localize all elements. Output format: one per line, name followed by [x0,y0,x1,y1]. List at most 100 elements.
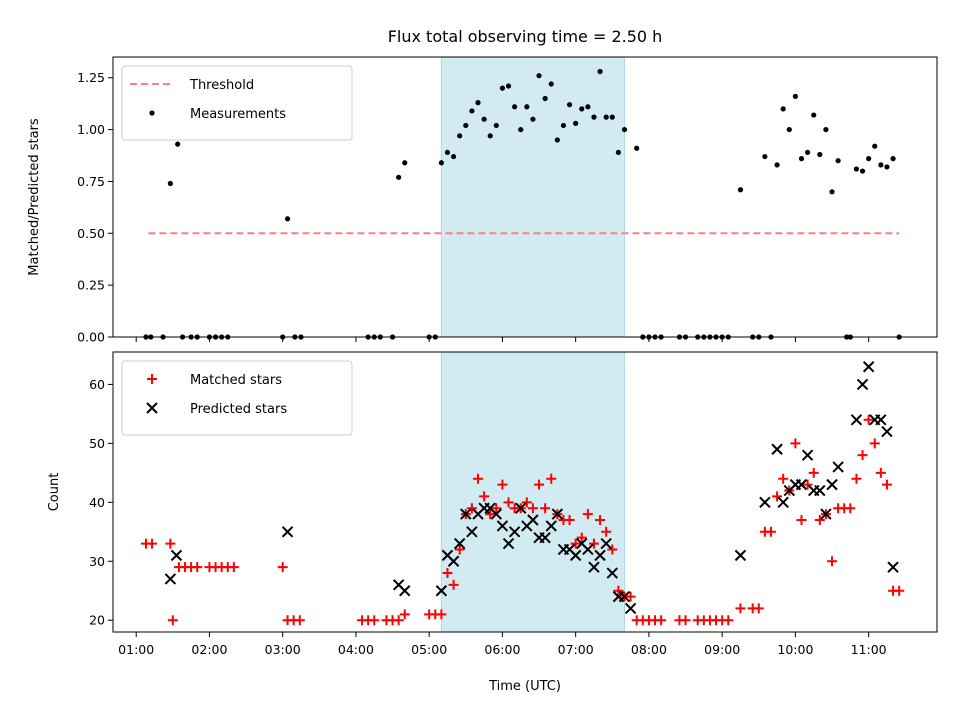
measurement-point [579,106,585,112]
measurement-point [554,137,560,143]
measurement-point [817,151,823,158]
measurement-point [884,164,890,170]
matched-stars-point [765,526,776,537]
measurement-point [866,156,872,162]
predicted-stars-point [588,561,600,573]
predicted-stars-point [435,585,448,597]
measurement-point [542,95,548,102]
predicted-stars-point [569,549,582,562]
matched-stars-point [857,450,868,461]
measurement-point [444,149,451,156]
measurement-point [536,73,542,79]
matched-stars-point [680,615,691,626]
legend-1: Matched stars Predicted stars [121,360,353,436]
predicted-stars-point [881,425,893,438]
measurement-point [634,145,640,151]
xtick-label: 09:00 [704,642,740,657]
matched-stars-point [802,479,813,490]
xtick-label: 02:00 [191,642,227,657]
measurement-point [603,114,609,120]
measurement-point [585,104,591,110]
matched-stars-point [881,479,892,490]
matched-stars-point [167,615,178,626]
measurement-point [811,112,817,118]
measurement-point [518,126,524,133]
measurement-point [524,104,530,110]
measurement-point [469,108,475,114]
matched-stars-point [503,497,514,508]
matched-stars-point [294,615,305,626]
predicted-stars-point [624,602,637,615]
measurement-point [548,81,554,87]
matched-stars-point [613,585,624,596]
measurement-point [530,116,536,122]
matched-stars-point [491,503,502,514]
top-ylabel: Matched/Predicted stars [27,118,42,276]
bottom-ylabel: Count [47,473,62,512]
xtick-label: 06:00 [484,642,520,657]
observing-span-0 [440,56,625,338]
legend-label: Measurements [190,107,286,122]
predicted-stars-point [281,526,294,538]
predicted-stars-point [508,526,521,538]
measurement-point [512,104,518,110]
xtick-label: 10:00 [777,642,813,657]
measurement-point [805,149,811,156]
matched-stars-point [147,538,158,549]
matched-stars-point [436,609,447,620]
predicted-stars-point [832,461,844,473]
measurement-point [481,116,487,122]
predicted-stars-point [850,414,863,426]
xtick-label: 11:00 [851,642,887,657]
measurement-point [396,174,402,180]
measurement-point [167,180,173,187]
predicted-stars-point [399,585,411,597]
measurement-point [450,153,457,160]
matched-stars-point [393,615,404,626]
matched-stars-point [582,509,593,520]
measurement-point [621,126,628,133]
ytick-label: 40 [89,495,105,510]
legend-label: Matched stars [190,373,282,388]
matched-stars-point [228,562,239,573]
measurement-point [737,187,744,193]
plot-frame-1 [112,351,938,633]
measurement-point [609,114,615,120]
xtick-label: 07:00 [558,642,594,657]
predicted-stars-point [164,573,177,585]
matched-stars-point [485,509,496,520]
measurement-point [853,166,860,172]
predicted-stars-point [814,484,826,497]
measurement-point [829,189,835,195]
plot-frame-0 [112,56,938,338]
matched-stars-point [863,414,874,425]
matched-stars-point [607,544,618,555]
matched-stars-point [479,491,490,502]
measurement-point [786,126,792,133]
matched-stars-point [192,562,203,573]
legend-box [121,65,353,141]
predicted-stars-point [600,537,612,550]
matched-stars-point [772,491,783,502]
predicted-stars-point [856,378,869,391]
matched-stars-point [595,515,606,525]
legend-matched-marker [147,374,157,384]
matched-stars-point [442,568,453,579]
predicted-stars-point [539,531,551,544]
predicted-stars-point [887,561,899,573]
measurement-point [438,160,444,166]
predicted-stars-point [502,537,515,550]
predicted-stars-point [820,508,832,520]
predicted-stars-point [170,549,183,562]
bottom-panel: 20 30 40 50 60 01:00 02:00 03:00 04:00 05:00 06:00… [89,351,938,657]
measurement-point [505,83,512,89]
measurement-point [762,153,768,160]
matched-stars-point [845,503,856,514]
measurement-point [566,102,573,108]
measurement-point [615,149,621,156]
matched-stars-point [790,438,801,449]
matched-stars-point [827,556,838,567]
ytick-label: 0.00 [77,330,105,345]
ytick-label: 0.75 [77,174,105,189]
